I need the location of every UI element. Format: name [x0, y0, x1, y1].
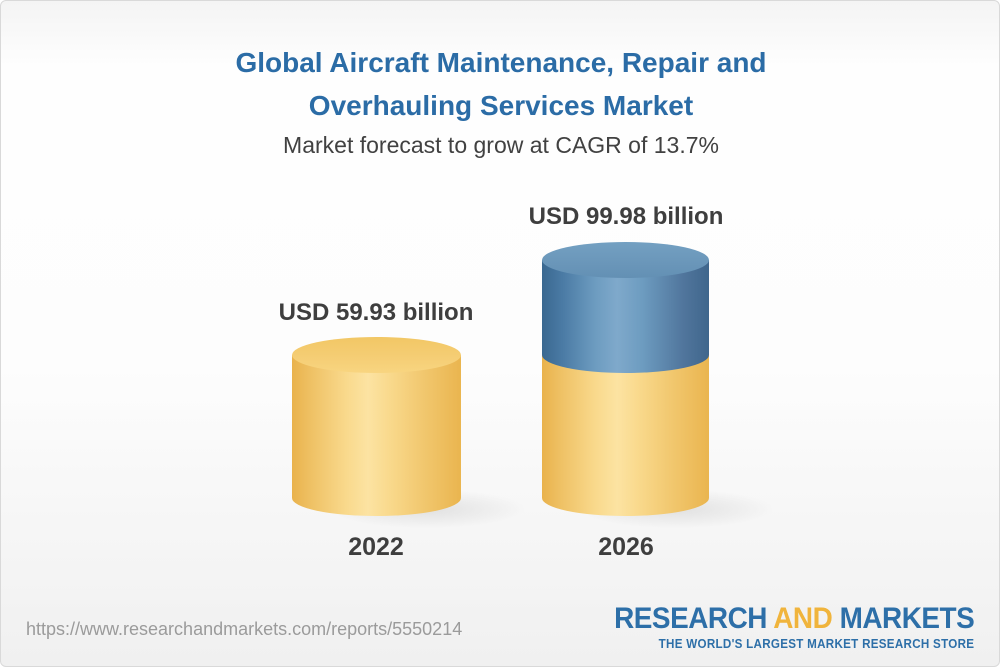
category-label-2022: 2022	[348, 533, 404, 561]
category-label-2026: 2026	[598, 533, 654, 561]
report-url-link[interactable]: https://www.researchandmarkets.com/repor…	[26, 619, 463, 639]
subtitle: Market forecast to grow at CAGR of 13.7%	[283, 132, 719, 158]
bar-2026	[542, 242, 773, 528]
page-title: Global Aircraft Maintenance, Repair and …	[1, 41, 999, 127]
bar-2022-body	[292, 337, 461, 516]
logo-word-and: AND	[772, 602, 833, 635]
title-line-1: Global Aircraft Maintenance, Repair and	[235, 47, 767, 78]
value-label-2026: USD 99.98 billion	[528, 203, 724, 230]
title-line-2: Overhauling Services Market	[308, 90, 694, 121]
bar-2026-base-segment	[542, 355, 709, 516]
logo-word-markets: MARKETS	[839, 602, 974, 635]
value-label-2022: USD 59.93 billion	[278, 299, 474, 326]
bar-2026-top-face	[542, 242, 709, 278]
logo-word-research: RESEARCH	[613, 602, 767, 635]
research-and-markets-logo[interactable]: RESEARCH AND MARKETS THE WORLD'S LARGEST…	[613, 602, 975, 652]
bar-2022	[292, 337, 525, 528]
logo-wordmark: RESEARCH AND MARKETS	[613, 602, 975, 635]
logo-tagline: THE WORLD'S LARGEST MARKET RESEARCH STOR…	[658, 637, 974, 651]
bar-2022-top-face	[292, 337, 461, 373]
bar-2026-growth-segment	[542, 242, 709, 373]
